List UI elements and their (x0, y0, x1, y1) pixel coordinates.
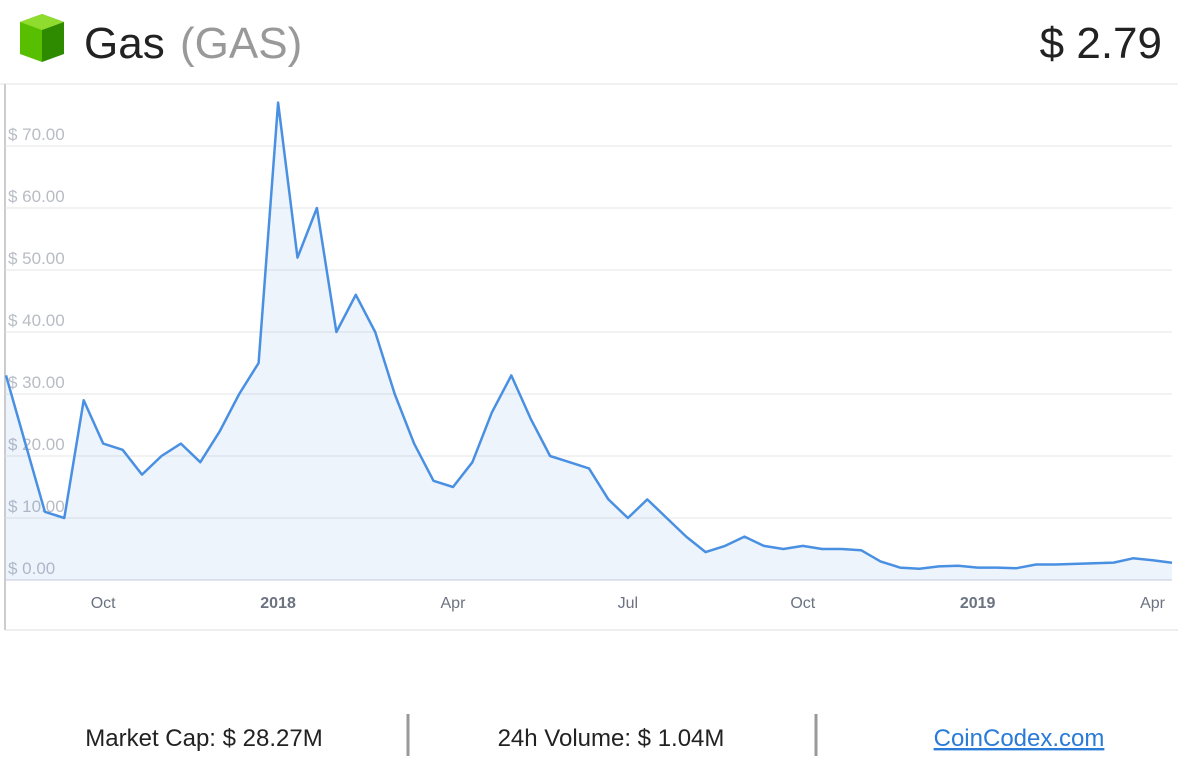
x-tick-label: Apr (441, 595, 467, 612)
coin-name: Gas (84, 19, 165, 68)
area (6, 102, 1172, 580)
y-tick-label: $ 60.00 (8, 187, 65, 206)
y-tick-label: $ 20.00 (8, 435, 65, 454)
y-tick-label: $ 50.00 (8, 249, 65, 268)
x-tick-label: Oct (790, 595, 815, 612)
price-line (4, 101, 1173, 571)
price: $ 2.79 (1040, 19, 1162, 68)
x-tick-label: Apr (1140, 595, 1166, 612)
x-tick-label: 2018 (260, 595, 296, 612)
y-tick-label: $ 0.00 (8, 559, 55, 578)
x-tick-label: Jul (618, 595, 638, 612)
y-tick-label: $ 70.00 (8, 125, 65, 144)
logo (20, 14, 64, 62)
x-tick-label: Oct (91, 595, 116, 612)
x-tick-label: 2019 (960, 595, 996, 612)
market-cap: Market Cap: $ 28.27M (85, 725, 322, 752)
plot: $ 0.00 $ 10.00 $ 20.00 $ 30.00 $ 40.00 $ 50.0… (0, 83, 1178, 631)
y-tick-label: $ 10.00 (8, 497, 65, 516)
source-link[interactable]: CoinCodex.com (934, 725, 1105, 752)
y-tick-label: $ 30.00 (8, 373, 65, 392)
y-tick-label: $ 40.00 (8, 311, 65, 330)
coin-symbol: (GAS) (180, 19, 302, 68)
volume: 24h Volume: $ 1.04M (498, 725, 725, 752)
